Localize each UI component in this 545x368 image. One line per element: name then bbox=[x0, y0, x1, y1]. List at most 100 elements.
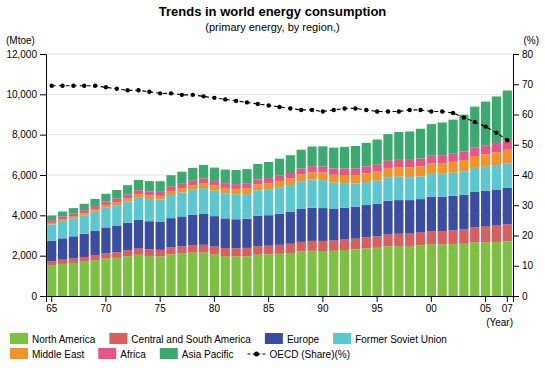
y-tick: 8,000 bbox=[12, 129, 46, 140]
bar bbox=[210, 186, 219, 191]
bar bbox=[503, 150, 512, 164]
bar bbox=[253, 255, 262, 296]
bar bbox=[318, 180, 327, 208]
line-marker bbox=[266, 103, 270, 107]
bar bbox=[351, 249, 360, 296]
bar bbox=[80, 204, 89, 210]
legend-item: Former Soviet Union bbox=[333, 333, 447, 345]
bar bbox=[134, 190, 143, 194]
bar bbox=[503, 224, 512, 241]
line-marker bbox=[288, 106, 292, 110]
bar bbox=[470, 147, 479, 156]
bar bbox=[90, 212, 99, 231]
bar bbox=[427, 156, 436, 164]
x-tick: 05 bbox=[480, 296, 492, 314]
bar bbox=[199, 165, 208, 179]
legend-label: North America bbox=[32, 334, 96, 345]
bar bbox=[145, 191, 154, 195]
x-tick-mark bbox=[268, 296, 269, 302]
bar bbox=[58, 264, 67, 296]
bar bbox=[503, 241, 512, 296]
bar bbox=[492, 152, 501, 165]
bar bbox=[438, 197, 447, 231]
y2-tick-mark bbox=[513, 84, 519, 85]
bar bbox=[383, 177, 392, 201]
bar bbox=[210, 181, 219, 186]
y-tick: 12,000 bbox=[6, 49, 46, 60]
bar bbox=[199, 188, 208, 213]
legend-item: OECD (Share)(%) bbox=[248, 349, 351, 360]
y2-tick-mark bbox=[513, 236, 519, 237]
bar bbox=[503, 188, 512, 224]
line-marker bbox=[245, 100, 249, 104]
bar bbox=[47, 224, 56, 241]
bar bbox=[112, 202, 121, 205]
bar bbox=[297, 209, 306, 242]
bar bbox=[156, 250, 165, 257]
line-marker bbox=[299, 108, 303, 112]
y2-tick-label: 70 bbox=[522, 79, 534, 90]
y-tick-label: 4,000 bbox=[12, 210, 37, 221]
x-tick-label: 65 bbox=[46, 303, 58, 314]
line-marker bbox=[375, 109, 379, 113]
bar bbox=[275, 159, 284, 176]
bar bbox=[405, 167, 414, 177]
y2-tick-mark bbox=[513, 54, 519, 55]
bar bbox=[448, 230, 457, 244]
grid-line bbox=[46, 54, 513, 55]
x-tick-mark bbox=[51, 296, 52, 302]
bar bbox=[351, 239, 360, 250]
bar bbox=[199, 183, 208, 188]
bar bbox=[438, 231, 447, 244]
bar bbox=[221, 183, 230, 188]
bar bbox=[101, 253, 110, 258]
bar bbox=[448, 162, 457, 173]
line-marker bbox=[473, 120, 477, 124]
bar bbox=[221, 248, 230, 256]
bar bbox=[329, 148, 338, 169]
y-tick-label: 8,000 bbox=[12, 129, 37, 140]
bar bbox=[275, 245, 284, 254]
line-marker bbox=[115, 87, 119, 91]
bar bbox=[492, 226, 501, 242]
bar bbox=[481, 102, 490, 146]
y-tick: 10,000 bbox=[6, 89, 46, 100]
bar bbox=[492, 143, 501, 152]
bar bbox=[177, 188, 186, 192]
bar bbox=[405, 177, 414, 200]
bar bbox=[199, 253, 208, 296]
x-axis-line bbox=[47, 297, 514, 303]
y-tick: 0 bbox=[31, 291, 46, 302]
bar bbox=[481, 145, 490, 154]
y2-tick: 10 bbox=[513, 260, 534, 271]
bar bbox=[90, 255, 99, 260]
bar bbox=[340, 169, 349, 175]
line-marker bbox=[191, 93, 195, 97]
chart: Trends in world energy consumption(prima… bbox=[0, 0, 545, 368]
bar bbox=[286, 179, 295, 186]
x-tick: 00 bbox=[426, 296, 438, 314]
bar bbox=[253, 164, 262, 180]
legend-swatch bbox=[10, 348, 28, 359]
bar bbox=[221, 170, 230, 184]
bar bbox=[459, 229, 468, 243]
bar bbox=[112, 199, 121, 202]
bar bbox=[90, 260, 99, 296]
y2-tick: 80 bbox=[513, 49, 534, 60]
bar bbox=[362, 182, 371, 205]
bar bbox=[416, 166, 425, 176]
bar bbox=[166, 191, 175, 195]
bar bbox=[416, 129, 425, 159]
bar bbox=[47, 220, 56, 223]
plot-area bbox=[47, 84, 512, 296]
bar bbox=[58, 212, 67, 217]
y2-tick: 50 bbox=[513, 139, 534, 150]
y-tick-label: 6,000 bbox=[12, 170, 37, 181]
bar bbox=[318, 208, 327, 241]
line-marker bbox=[429, 109, 433, 113]
bar bbox=[166, 175, 175, 186]
line-marker bbox=[451, 111, 455, 115]
bar bbox=[286, 173, 295, 179]
x-tick: 65 bbox=[46, 296, 58, 314]
y2-tick-label: 40 bbox=[522, 170, 534, 181]
